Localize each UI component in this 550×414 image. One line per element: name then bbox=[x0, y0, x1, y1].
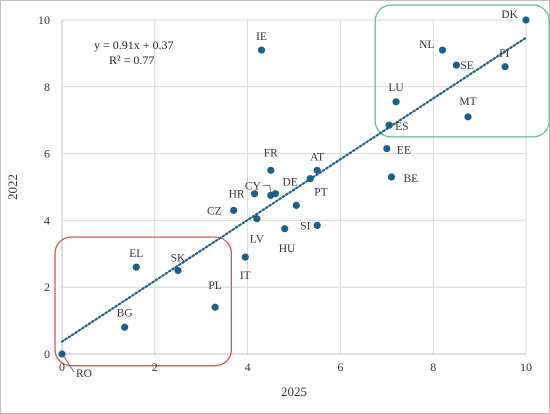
point-it bbox=[241, 253, 249, 261]
point-label-nl: NL bbox=[419, 39, 434, 51]
point-nl bbox=[438, 46, 447, 54]
point-label-lv: LV bbox=[250, 234, 265, 246]
x-tick-label: 10 bbox=[520, 360, 532, 374]
y-tick-label: 2 bbox=[44, 280, 50, 294]
point-cz bbox=[230, 206, 238, 214]
x-tick-label: 6 bbox=[337, 360, 343, 374]
point-lv bbox=[253, 215, 261, 223]
point-be bbox=[387, 173, 396, 181]
point-ro bbox=[58, 350, 66, 358]
point-label-ro: RO bbox=[76, 368, 92, 380]
y-tick-label: 4 bbox=[44, 213, 50, 227]
point-pt2 bbox=[292, 201, 300, 209]
point-label-hu: HU bbox=[279, 243, 296, 255]
point-label-it: IT bbox=[240, 270, 251, 282]
point-bg bbox=[121, 323, 129, 331]
point-se bbox=[452, 61, 460, 69]
point-at bbox=[313, 166, 321, 174]
point-label-fi: FI bbox=[499, 48, 509, 60]
point-label-pl: PL bbox=[208, 280, 221, 292]
point-label-se: SE bbox=[460, 60, 473, 72]
point-label-cy: CY bbox=[245, 180, 262, 192]
point-el bbox=[132, 263, 140, 271]
y-axis-title: 2022 bbox=[5, 174, 20, 200]
point-de bbox=[271, 190, 280, 198]
point-pl bbox=[211, 303, 219, 311]
highlight-box-bottom-left-group bbox=[54, 236, 233, 367]
point-layer bbox=[58, 16, 530, 358]
y-tick-label: 0 bbox=[44, 347, 50, 361]
r-squared: R² = 0.77 bbox=[109, 53, 154, 67]
point-label-si: SI bbox=[300, 220, 310, 232]
point-label-es: ES bbox=[395, 121, 408, 133]
point-label-mt: MT bbox=[459, 96, 476, 108]
point-ie bbox=[257, 46, 266, 54]
point-pt bbox=[306, 175, 314, 183]
highlight-box-layer bbox=[54, 4, 550, 367]
grid-layer bbox=[61, 19, 527, 355]
point-label-hr: HR bbox=[229, 189, 245, 201]
x-axis-title: 2025 bbox=[281, 384, 307, 399]
highlight-box-top-right-group bbox=[374, 4, 550, 138]
point-label-sk: SK bbox=[171, 253, 186, 265]
y-tick-label: 6 bbox=[44, 147, 50, 161]
trendline bbox=[60, 36, 528, 343]
trendline-layer bbox=[60, 36, 528, 343]
point-es bbox=[385, 121, 393, 129]
x-tick-label: 4 bbox=[245, 360, 251, 374]
label-layer: DK IE NL SE FI LU MT ES EE BE AT FR CY DE HR PT CZ LV SI HU… bbox=[62, 9, 519, 380]
point-fr bbox=[267, 166, 275, 174]
point-lu bbox=[392, 98, 400, 106]
point-label-bg: BG bbox=[117, 307, 133, 319]
point-si bbox=[313, 221, 321, 230]
point-label-pt: PT bbox=[314, 187, 327, 199]
point-mt bbox=[464, 113, 472, 121]
point-fi bbox=[501, 63, 509, 71]
y-tick-label: 10 bbox=[38, 13, 50, 27]
point-label-el: EL bbox=[129, 248, 143, 260]
point-label-cz: CZ bbox=[207, 205, 222, 217]
point-label-dk: DK bbox=[501, 9, 518, 21]
point-sk bbox=[174, 266, 182, 275]
point-ee bbox=[383, 144, 391, 153]
point-label-ee: EE bbox=[397, 145, 411, 157]
point-label-lu: LU bbox=[388, 82, 404, 94]
point-label-at: AT bbox=[310, 151, 324, 163]
point-dk bbox=[522, 16, 530, 24]
point-label-fr: FR bbox=[264, 147, 278, 159]
leader-line-cy bbox=[262, 184, 272, 194]
tick-layer: 0 2 4 6 8 10 0 2 4 6 8 10 bbox=[38, 13, 532, 374]
point-label-de: DE bbox=[282, 177, 297, 189]
point-hu bbox=[281, 225, 289, 233]
trendline-equation: y = 0.91x + 0.37 bbox=[94, 38, 174, 52]
y-tick-label: 8 bbox=[44, 80, 50, 94]
point-label-be: BE bbox=[403, 173, 418, 185]
point-hr bbox=[250, 190, 259, 198]
x-tick-label: 2 bbox=[152, 360, 158, 374]
x-tick-label: 0 bbox=[59, 360, 65, 374]
leader-line-ro bbox=[62, 354, 75, 373]
point-label-ie: IE bbox=[256, 31, 267, 43]
x-tick-label: 8 bbox=[430, 360, 436, 374]
